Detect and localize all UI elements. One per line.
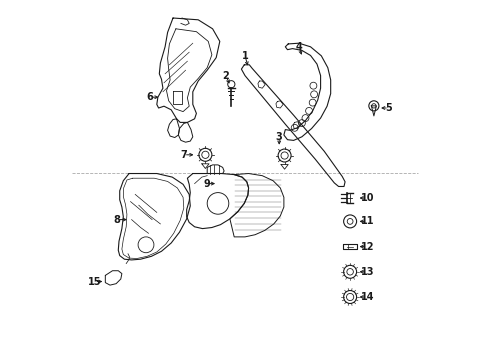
Text: 9: 9 xyxy=(204,179,211,189)
Text: 3: 3 xyxy=(276,132,283,142)
Text: 6: 6 xyxy=(146,92,153,102)
Circle shape xyxy=(228,81,235,88)
Text: 14: 14 xyxy=(361,292,374,302)
Text: 12: 12 xyxy=(361,242,374,252)
Text: 5: 5 xyxy=(386,103,392,113)
Text: 10: 10 xyxy=(361,193,374,203)
Text: 8: 8 xyxy=(114,215,121,225)
Text: 2: 2 xyxy=(222,71,229,81)
Text: 15: 15 xyxy=(88,276,101,287)
Text: 7: 7 xyxy=(180,150,187,160)
Text: 11: 11 xyxy=(361,216,374,226)
Text: 13: 13 xyxy=(361,267,374,277)
Text: 1: 1 xyxy=(242,51,248,61)
Text: 4: 4 xyxy=(295,42,302,52)
